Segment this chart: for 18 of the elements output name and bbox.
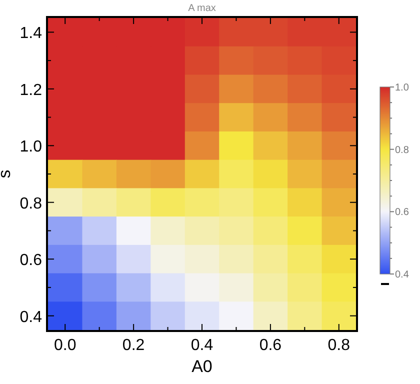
- x-tick-label: 0.6: [259, 337, 282, 354]
- chart-title: A max: [188, 3, 216, 14]
- y-axis-title: s: [0, 170, 14, 178]
- y-tick-label: 1.4: [20, 25, 42, 42]
- color-bar-label: 1.0: [395, 82, 410, 94]
- color-bar-label: 0.4: [395, 270, 410, 280]
- y-tick-label: 0.4: [20, 308, 42, 326]
- y-tick-label: 1.2: [20, 82, 42, 99]
- x-tick-label: 0.4: [190, 337, 214, 354]
- color-bar-label: 0.8: [395, 144, 410, 156]
- y-tick-label: 0.8: [20, 195, 42, 212]
- y-tick-label: 0.6: [20, 252, 42, 270]
- x-tick-label: 0.0: [54, 337, 76, 354]
- x-axis-title: A0: [192, 357, 212, 376]
- x-tick-label: 0.8: [328, 337, 350, 354]
- x-tick-label: 0.2: [122, 337, 145, 354]
- y-tick-label: 1.0: [20, 138, 42, 156]
- color-bar-label: 0.6: [395, 207, 410, 218]
